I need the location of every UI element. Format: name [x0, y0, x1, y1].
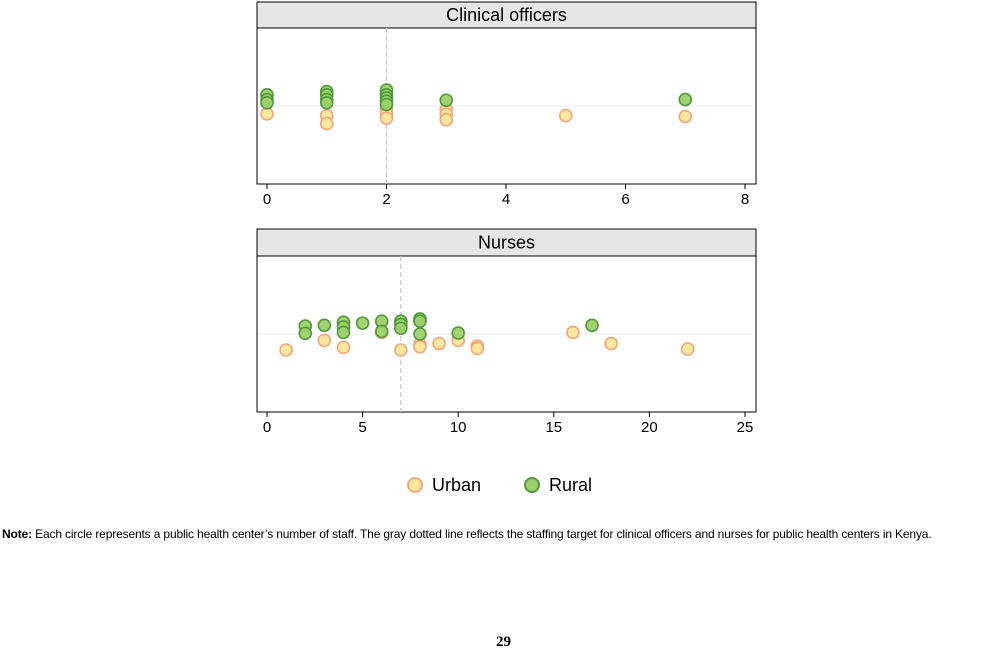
data-point-urban — [432, 336, 446, 351]
x-tick-label: 20 — [641, 419, 658, 436]
x-tick-label: 0 — [263, 419, 271, 436]
data-point-rural — [678, 92, 693, 107]
panel-title: Clinical officers — [446, 5, 567, 25]
x-tick-label: 8 — [741, 191, 749, 208]
data-point-rural — [355, 316, 370, 330]
data-point-urban — [394, 343, 408, 357]
figure-canvas: Clinical officers 0 2 4 6 8 Nurses 0 5 10 15 20 25 Ur… — [256, 1, 757, 495]
data-point-urban — [680, 342, 695, 356]
x-tick-label: 0 — [263, 191, 271, 208]
x-tick-label: 2 — [382, 191, 390, 208]
x-tick-label: 6 — [621, 191, 629, 208]
data-point-urban — [604, 336, 618, 351]
figure-note: Note: Each circle represents a public he… — [2, 527, 1005, 541]
data-point-urban — [279, 343, 293, 357]
data-point-urban — [317, 333, 332, 348]
data-point-urban — [678, 109, 693, 124]
chart-panel-2: Nurses 0 5 10 15 20 25 — [256, 228, 757, 436]
data-point-urban — [379, 111, 394, 125]
legend-label-urban: Urban — [432, 475, 481, 495]
data-point-rural — [298, 326, 313, 341]
data-point-urban — [470, 341, 485, 356]
plot-frame — [256, 256, 757, 413]
x-tick-label: 25 — [737, 419, 754, 436]
data-point-urban — [319, 116, 334, 131]
x-tick-label: 4 — [502, 191, 510, 208]
legend-marker-urban — [407, 477, 423, 493]
data-point-rural — [319, 96, 334, 110]
data-point-urban — [260, 107, 274, 121]
data-point-rural — [379, 97, 394, 112]
legend-label-rural: Rural — [549, 475, 592, 495]
panel-title: Nurses — [478, 233, 535, 253]
note-text: Each circle represents a public health c… — [31, 527, 932, 541]
data-point-rural — [585, 318, 599, 333]
data-point-rural — [260, 96, 274, 110]
data-point-rural — [394, 321, 408, 336]
data-point-urban — [558, 108, 573, 123]
data-point-rural — [451, 326, 466, 340]
data-point-urban — [566, 325, 580, 340]
legend-marker-rural — [524, 477, 540, 493]
data-point-rural — [317, 318, 332, 333]
data-point-urban — [336, 340, 351, 355]
data-point-rural — [413, 327, 427, 341]
page-number: 29 — [496, 634, 511, 650]
data-point-urban — [413, 339, 427, 354]
data-point-rural — [374, 324, 389, 339]
x-tick-label: 5 — [358, 419, 366, 436]
panel-header — [256, 228, 757, 257]
data-point-urban — [439, 112, 454, 127]
x-tick-label: 10 — [450, 419, 467, 436]
data-point-rural — [413, 314, 427, 329]
chart-panel-1: Clinical officers 0 2 4 6 8 — [256, 1, 757, 208]
panel-header — [256, 1, 757, 29]
x-tick-label: 15 — [545, 419, 562, 436]
note-label: Note: — [2, 527, 32, 541]
data-point-rural — [439, 93, 454, 108]
legend: Urban Rural — [407, 475, 592, 495]
data-point-rural — [336, 325, 351, 340]
